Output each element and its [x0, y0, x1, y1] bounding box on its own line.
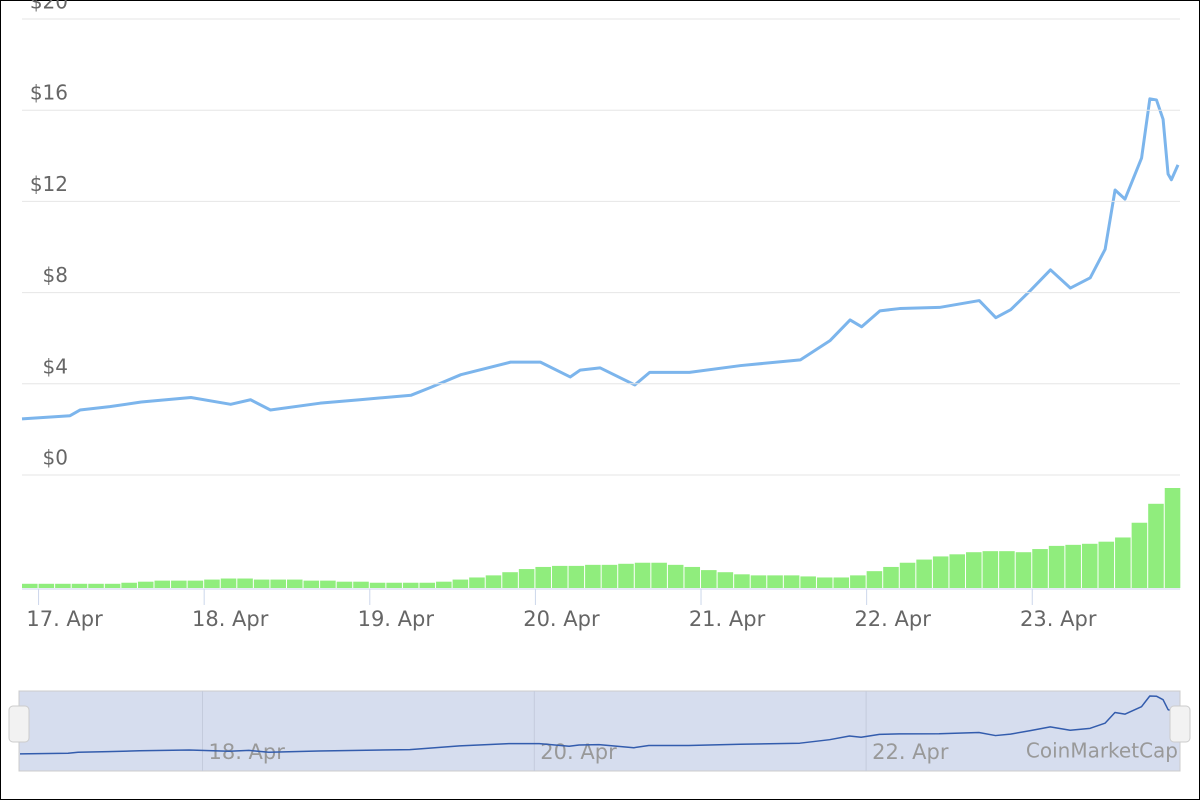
volume-bar	[502, 572, 518, 588]
volume-bar	[187, 580, 204, 588]
navigator-tick-label: 22. Apr	[872, 740, 949, 764]
volume-bar	[767, 575, 783, 588]
volume-bar	[1048, 545, 1065, 588]
x-tick-label: 21. Apr	[689, 607, 766, 631]
volume-bar	[1148, 503, 1164, 588]
volume-bar	[568, 565, 585, 588]
volume-bar	[137, 581, 154, 588]
volume-bar	[783, 575, 800, 588]
volume-bar	[932, 556, 949, 588]
volume-bar	[353, 581, 369, 588]
volume-bar	[204, 579, 220, 588]
volume-bar	[71, 583, 88, 588]
x-tick-label: 17. Apr	[26, 607, 103, 631]
volume-bar	[1115, 537, 1131, 588]
volume-bar	[469, 577, 485, 588]
navigator[interactable]	[18, 690, 1181, 772]
volume-bar	[916, 559, 932, 588]
y-tick-label: $16	[30, 81, 68, 105]
volume-bar	[1131, 522, 1148, 588]
volume-bar	[121, 582, 137, 588]
volume-bar	[899, 562, 916, 588]
credit: CoinMarketCap	[1026, 739, 1178, 763]
volume-bar	[833, 577, 850, 588]
volume-bar	[485, 575, 502, 588]
navigator-line	[19, 695, 1179, 755]
x-tick-label: 19. Apr	[358, 607, 435, 631]
volume-bar	[518, 569, 535, 588]
volume-bar	[551, 565, 568, 588]
volume-bar	[601, 564, 618, 588]
volume-bar	[104, 583, 121, 588]
volume-bar	[436, 581, 452, 588]
volume-bar	[850, 575, 866, 588]
volume-bar	[949, 554, 966, 588]
volume-bar	[750, 575, 767, 588]
y-tick-label: $12	[30, 172, 68, 196]
volume-bar	[303, 580, 320, 588]
volume-bar	[419, 582, 436, 588]
y-tick-label: $4	[43, 354, 68, 378]
volume-bar	[717, 572, 734, 588]
x-tick-label: 18. Apr	[192, 607, 269, 631]
navigator-tick-label: 20. Apr	[540, 740, 617, 764]
volume-bar	[883, 566, 899, 588]
volume-bar	[734, 574, 750, 588]
volume-bar	[684, 566, 701, 588]
navigator-handle[interactable]	[1169, 705, 1191, 743]
volume-bar	[866, 571, 883, 588]
y-tick-label: $20	[30, 0, 68, 14]
x-tick-label: 23. Apr	[1020, 607, 1097, 631]
volume-bar	[618, 563, 634, 588]
y-tick-label: $0	[43, 446, 68, 470]
volume-bar	[253, 579, 270, 588]
volume-bar	[1015, 552, 1032, 588]
volume-bar	[701, 570, 717, 588]
volume-bar	[55, 583, 71, 588]
volume-bar	[369, 582, 386, 588]
volume-bar	[816, 577, 833, 588]
volume-bar	[535, 566, 551, 588]
volume-bar	[320, 580, 336, 588]
volume-bar	[585, 564, 601, 588]
navigator-handle[interactable]	[8, 705, 30, 743]
volume-bar	[286, 579, 303, 588]
volume-bar	[1081, 543, 1098, 588]
volume-bar	[982, 551, 999, 588]
volume-bar	[88, 583, 104, 588]
volume-bar	[966, 552, 982, 588]
volume-bar	[220, 578, 237, 588]
volume-bar	[1098, 541, 1115, 588]
volume-bar	[634, 562, 651, 588]
volume-bar	[667, 564, 684, 588]
volume-bar	[1164, 488, 1181, 588]
x-tick-label: 22. Apr	[854, 607, 931, 631]
volume-bar	[1032, 549, 1048, 588]
volume-bar	[22, 583, 38, 588]
volume-bar	[386, 582, 402, 588]
volume-bar	[800, 576, 816, 588]
volume-bar	[38, 583, 55, 588]
volume-bar	[1065, 544, 1081, 588]
volume-bar	[270, 579, 286, 588]
volume-bar	[999, 551, 1015, 588]
volume-bar	[452, 579, 469, 588]
x-tick-label: 20. Apr	[523, 607, 600, 631]
price-line	[21, 97, 1180, 421]
volume-bar	[336, 581, 353, 588]
volume-bar	[237, 578, 253, 588]
volume-bar	[171, 580, 187, 588]
volume-bar	[154, 580, 171, 588]
volume-bar	[651, 562, 667, 588]
y-tick-label: $8	[43, 263, 68, 287]
volume-bar	[402, 582, 419, 588]
